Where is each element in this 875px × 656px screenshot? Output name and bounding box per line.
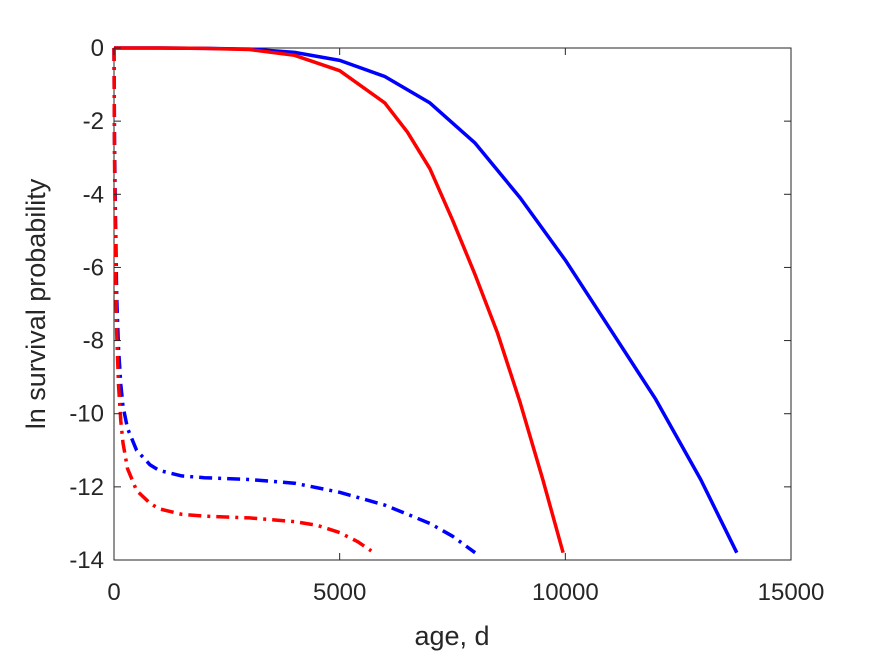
y-tick-label: 0 (91, 35, 104, 62)
series-line-2 (114, 46, 565, 554)
y-tick-label: -14 (69, 547, 104, 574)
x-axis: 0 5000 10000 15000 (107, 48, 824, 606)
plot-area (113, 47, 792, 561)
y-axis: -14 -12 -10 -8 -6 -4 -2 0 (69, 35, 791, 574)
x-tick-label: 10000 (532, 579, 599, 606)
y-tick-label: -12 (69, 474, 104, 501)
y-tick-label: -4 (83, 181, 104, 208)
x-tick-label: 0 (107, 579, 120, 606)
y-tick-label: -6 (83, 254, 104, 281)
y-axis-title: ln survival probability (21, 178, 51, 429)
y-tick-label: -2 (83, 108, 104, 135)
x-tick-label: 5000 (313, 579, 366, 606)
y-tick-label: -8 (83, 328, 104, 355)
series-line-4 (112, 47, 373, 553)
series-layer (112, 46, 739, 555)
y-tick-label: -10 (69, 401, 104, 428)
x-tick-label: 15000 (758, 579, 825, 606)
x-axis-title: age, d (414, 621, 489, 651)
